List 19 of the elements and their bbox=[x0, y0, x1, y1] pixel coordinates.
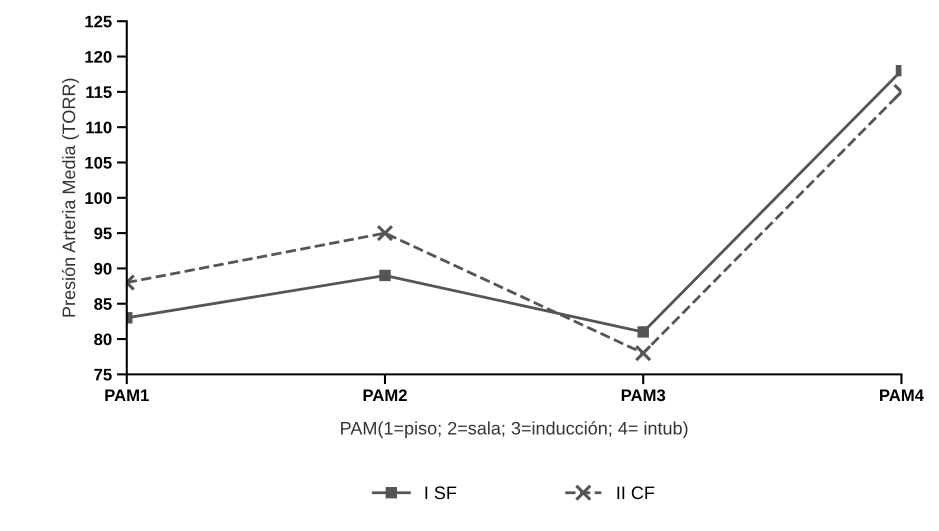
y-tick-label: 95 bbox=[94, 228, 112, 240]
y-tick-label: 110 bbox=[86, 122, 112, 134]
y-tick-label: 75 bbox=[94, 368, 112, 381]
legend-label: I SF bbox=[425, 486, 456, 500]
x-axis-title: PAM(1=piso; 2=sala; 3=inducción; 4= intub) bbox=[341, 421, 688, 438]
x-tick-label: PAM1 bbox=[105, 390, 149, 402]
y-tick-label: 90 bbox=[94, 262, 112, 275]
y-tick-label: 120 bbox=[85, 50, 112, 63]
x-tick-label: PAM4 bbox=[880, 390, 924, 402]
y-tick-label: 85 bbox=[94, 298, 112, 310]
y-tick-label: 115 bbox=[86, 86, 112, 98]
y-tick-label: 125 bbox=[85, 16, 112, 28]
y-tick-label: 105 bbox=[85, 156, 112, 169]
x-tick-label: PAM2 bbox=[364, 389, 407, 402]
y-axis-title: Presión Arteria Media (TORR) bbox=[62, 78, 79, 317]
legend-label: II CF bbox=[617, 486, 654, 500]
x-tick-label: PAM3 bbox=[622, 389, 666, 402]
y-tick-label: 80 bbox=[94, 333, 112, 346]
y-tick-label: 100 bbox=[85, 192, 112, 204]
